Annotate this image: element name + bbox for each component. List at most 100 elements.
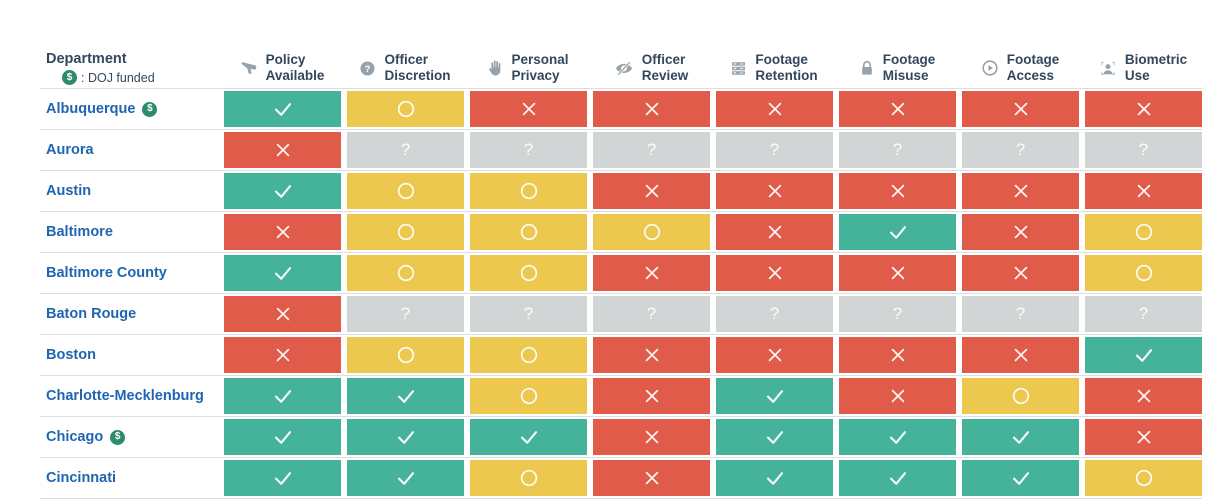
department-link[interactable]: Austin xyxy=(46,183,92,199)
rating-cell xyxy=(716,212,833,252)
x-icon xyxy=(470,91,587,127)
x-icon xyxy=(716,91,833,127)
x-icon xyxy=(224,132,341,168)
question-icon: ? xyxy=(716,296,833,332)
department-link[interactable]: Aurora xyxy=(46,142,94,158)
department-link[interactable]: Baltimore County xyxy=(46,265,167,281)
rating-cell xyxy=(839,335,956,375)
question-icon: ? xyxy=(962,132,1079,168)
rating-cell xyxy=(224,335,341,375)
check-icon xyxy=(224,460,341,496)
column-header-personal-privacy: Personal Privacy xyxy=(470,48,587,88)
doj-funded-note: $ : DOJ funded xyxy=(62,70,218,85)
rating-cell xyxy=(716,335,833,375)
rating-cell xyxy=(1085,417,1202,457)
department-link[interactable]: Boston xyxy=(46,347,96,363)
rating-cell: ? xyxy=(1085,130,1202,170)
question-icon: ? xyxy=(716,132,833,168)
x-icon xyxy=(839,378,956,414)
dollar-circle-icon: $ xyxy=(62,70,77,85)
table-row: Baton Rouge??????? xyxy=(40,294,1202,335)
table-row: Charlotte-Mecklenburg xyxy=(40,376,1202,417)
check-icon xyxy=(347,419,464,455)
question-glyph: ? xyxy=(523,304,534,323)
department-link[interactable]: Baltimore xyxy=(46,224,113,240)
rating-cell xyxy=(593,253,710,293)
check-icon xyxy=(962,460,1079,496)
rating-cell xyxy=(716,89,833,129)
column-header-footage-retention: Footage Retention xyxy=(716,48,833,88)
column-header-footage-misuse: Footage Misuse xyxy=(839,48,956,88)
rating-cell xyxy=(224,89,341,129)
table-body: Albuquerque $ Aurora??????? Austin Baltimore… xyxy=(40,89,1202,499)
x-icon xyxy=(716,173,833,209)
x-icon xyxy=(593,460,710,496)
circle-icon xyxy=(347,255,464,291)
rating-cell xyxy=(470,335,587,375)
rating-cell: ? xyxy=(1085,294,1202,334)
question-glyph: ? xyxy=(1138,304,1149,323)
department-cell: Baltimore County xyxy=(40,253,218,293)
department-cell: Cincinnati xyxy=(40,458,218,498)
x-icon xyxy=(962,337,1079,373)
x-icon xyxy=(224,337,341,373)
question-glyph: ? xyxy=(1015,140,1026,159)
check-icon xyxy=(839,460,956,496)
rating-cell xyxy=(593,417,710,457)
column-header-footage-access: Footage Access xyxy=(962,48,1079,88)
question-glyph: ? xyxy=(400,304,411,323)
x-icon xyxy=(962,255,1079,291)
question-glyph: ? xyxy=(523,140,534,159)
x-icon xyxy=(224,214,341,250)
question-icon: ? xyxy=(1085,296,1202,332)
rating-cell xyxy=(593,335,710,375)
rating-cell xyxy=(962,458,1079,498)
rating-cell xyxy=(716,376,833,416)
column-header-label: Biometric Use xyxy=(1124,52,1188,83)
x-icon xyxy=(1085,378,1202,414)
department-link[interactable]: Chicago xyxy=(46,429,104,445)
department-link[interactable]: Cincinnati xyxy=(46,470,117,486)
biometric-icon xyxy=(1100,61,1116,76)
rating-cell xyxy=(593,212,710,252)
department-cell: Baltimore xyxy=(40,212,218,252)
question-icon: ? xyxy=(839,132,956,168)
rating-cell xyxy=(839,89,956,129)
column-header-label: Footage Misuse xyxy=(882,52,936,83)
column-header-officer-review: Officer Review xyxy=(593,48,710,88)
question-glyph: ? xyxy=(769,140,780,159)
department-link[interactable]: Baton Rouge xyxy=(46,306,137,322)
rating-cell xyxy=(839,417,956,457)
department-cell: Albuquerque $ xyxy=(40,89,218,129)
column-header-label: Footage Retention xyxy=(755,52,818,83)
question-glyph: ? xyxy=(892,140,903,159)
x-icon xyxy=(593,419,710,455)
check-icon xyxy=(716,378,833,414)
circle-icon xyxy=(347,91,464,127)
question-circle-icon: ? xyxy=(360,61,375,76)
rating-cell xyxy=(962,376,1079,416)
question-glyph: ? xyxy=(769,304,780,323)
rating-cell xyxy=(347,89,464,129)
question-glyph: ? xyxy=(646,304,657,323)
rating-cell xyxy=(224,171,341,211)
x-icon xyxy=(1085,91,1202,127)
x-icon xyxy=(839,173,956,209)
circle-icon xyxy=(470,337,587,373)
table-row: Albuquerque $ xyxy=(40,89,1202,130)
svg-text:?: ? xyxy=(365,64,371,75)
question-icon: ? xyxy=(470,296,587,332)
rating-cell xyxy=(1085,335,1202,375)
rating-cell xyxy=(593,89,710,129)
department-link[interactable]: Albuquerque xyxy=(46,101,136,117)
x-icon xyxy=(962,91,1079,127)
check-icon xyxy=(716,460,833,496)
rating-cell xyxy=(470,458,587,498)
x-icon xyxy=(593,173,710,209)
rating-cell: ? xyxy=(593,130,710,170)
rating-cell xyxy=(470,376,587,416)
rating-cell xyxy=(224,376,341,416)
department-link[interactable]: Charlotte-Mecklenburg xyxy=(46,388,204,404)
question-icon: ? xyxy=(470,132,587,168)
x-icon xyxy=(593,91,710,127)
